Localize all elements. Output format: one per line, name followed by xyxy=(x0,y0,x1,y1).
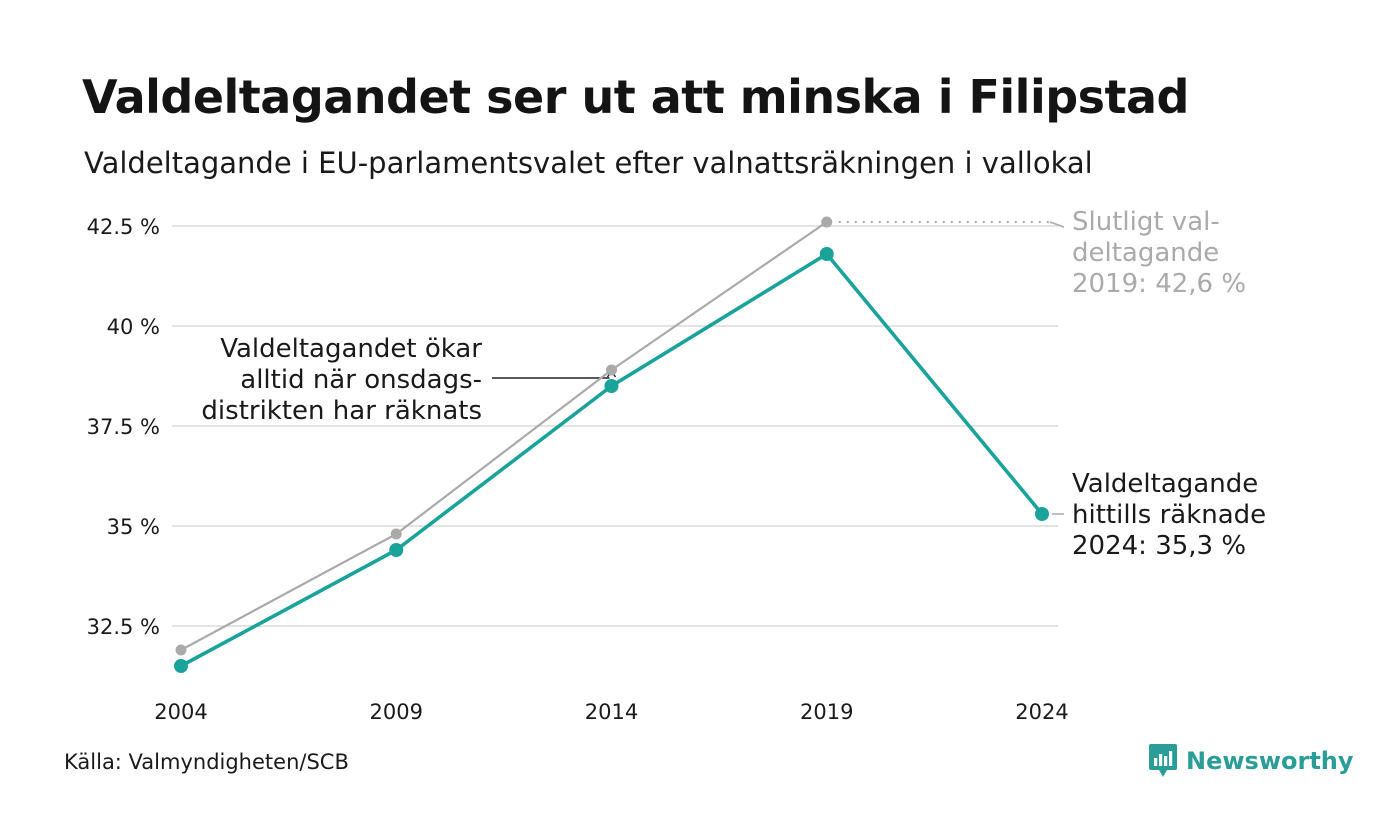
x-tick-label: 2009 xyxy=(370,700,423,724)
x-tick-label: 2014 xyxy=(585,700,638,724)
final-2019-label: 2019: 42,6 % xyxy=(1072,269,1246,299)
chart-title: Valdeltagandet ser ut att minska i Filip… xyxy=(82,70,1189,124)
y-axis-tick-labels: 32.5 % 35 % 37.5 % 40 % 42.5 % xyxy=(87,215,160,639)
y-tick-label: 35 % xyxy=(107,515,160,539)
x-tick-label: 2024 xyxy=(1015,700,1068,724)
counted-2024-label: 2024: 35,3 % xyxy=(1072,531,1246,561)
final-2019-label: Slutligt val- xyxy=(1072,207,1220,237)
source-note: Källa: Valmyndigheten/SCB xyxy=(64,750,349,774)
election-night-turnout-point xyxy=(819,247,834,261)
x-tick-label: 2019 xyxy=(800,700,853,724)
x-tick-label: 2004 xyxy=(154,700,207,724)
wednesday-label: distrikten har räknats xyxy=(201,396,482,426)
final-turnout-point xyxy=(390,528,402,540)
election-night-turnout-point xyxy=(174,659,188,673)
wednesday-label: alltid när onsdags- xyxy=(240,365,482,395)
y-tick-label: 42.5 % xyxy=(87,215,160,239)
newsworthy-logo-icon xyxy=(1149,744,1177,777)
final-turnout-point xyxy=(175,644,187,656)
brand-name: Newsworthy xyxy=(1186,747,1354,775)
counted-2024-label: Valdeltagande xyxy=(1072,469,1258,499)
y-tick-label: 37.5 % xyxy=(87,415,160,439)
brand-logo: Newsworthy xyxy=(1148,743,1354,779)
election-night-turnout-line xyxy=(180,252,1044,668)
final-turnout-point xyxy=(821,216,833,228)
x-axis-tick-labels: 2004 2009 2014 2019 2024 xyxy=(154,700,1068,724)
final-2019-label: deltagande xyxy=(1072,238,1219,268)
series-lines xyxy=(180,221,1044,668)
y-tick-label: 32.5 % xyxy=(87,615,160,639)
wednesday-label: Valdeltagandet ökar xyxy=(220,334,482,364)
gridlines xyxy=(172,225,1058,627)
election-night-turnout-point xyxy=(1035,507,1049,521)
final-2019-tick xyxy=(1049,221,1065,228)
data-points xyxy=(174,216,1049,673)
election-night-turnout-point xyxy=(604,379,619,393)
chart-subtitle: Valdeltagande i EU-parlamentsvalet efter… xyxy=(84,146,1093,180)
y-tick-label: 40 % xyxy=(107,315,160,339)
final-turnout-point xyxy=(606,364,617,376)
annotation-connectors xyxy=(492,221,1065,515)
counted-2024-label: hittills räknade xyxy=(1072,500,1266,530)
final-turnout-line xyxy=(180,221,828,651)
election-night-turnout-point xyxy=(389,543,404,557)
line-chart: 32.5 %35 %37.5 %40 %42.5 % 2004 2009 2014 2… xyxy=(87,207,1267,724)
